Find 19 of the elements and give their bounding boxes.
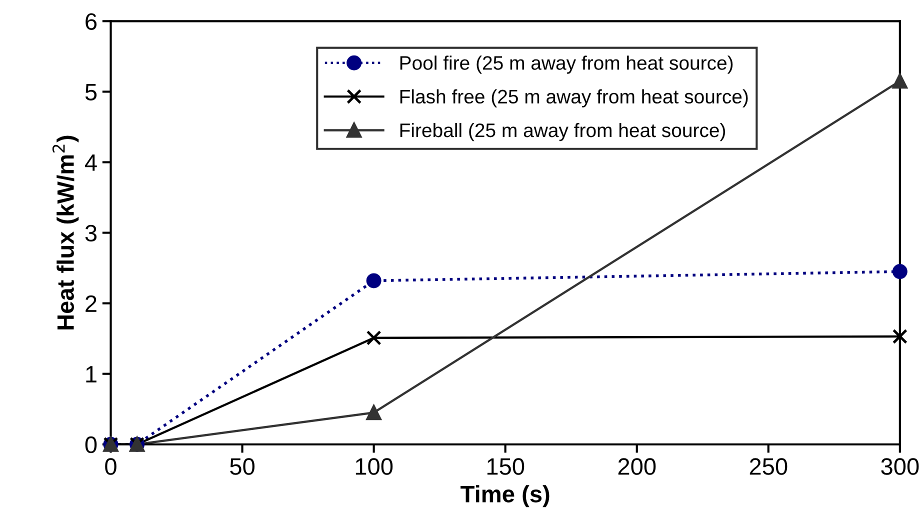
legend-label: Pool fire (25 m away from heat source): [400, 56, 733, 74]
y-tick-label: 2: [86, 295, 96, 312]
y-tick-label: 4: [84, 154, 97, 171]
x-tick-label: 100: [356, 458, 393, 475]
x-tick-label: 0: [105, 458, 116, 475]
y-tick-label: 0: [85, 436, 97, 454]
x-tick-label: 200: [618, 458, 656, 475]
legend-label: Flash free (25 m away from heat source): [400, 89, 748, 108]
y-tick-label: 3: [85, 224, 97, 242]
y-axis-title: Heat flux (kW/m$^{2}$): [52, 136, 79, 330]
y-tick-label: 1: [86, 366, 96, 382]
x-tick-label: 50: [230, 458, 254, 475]
y-tick-label: 6: [86, 13, 97, 30]
x-tick-label: 150: [487, 458, 524, 475]
x-tick-label: 300: [881, 458, 919, 475]
x-axis-title: Time (s): [460, 485, 550, 508]
x-tick-label: 250: [750, 458, 788, 475]
legend-label: Fireball (25 m away from heat source): [400, 122, 726, 142]
y-tick-label: 5: [85, 84, 97, 100]
